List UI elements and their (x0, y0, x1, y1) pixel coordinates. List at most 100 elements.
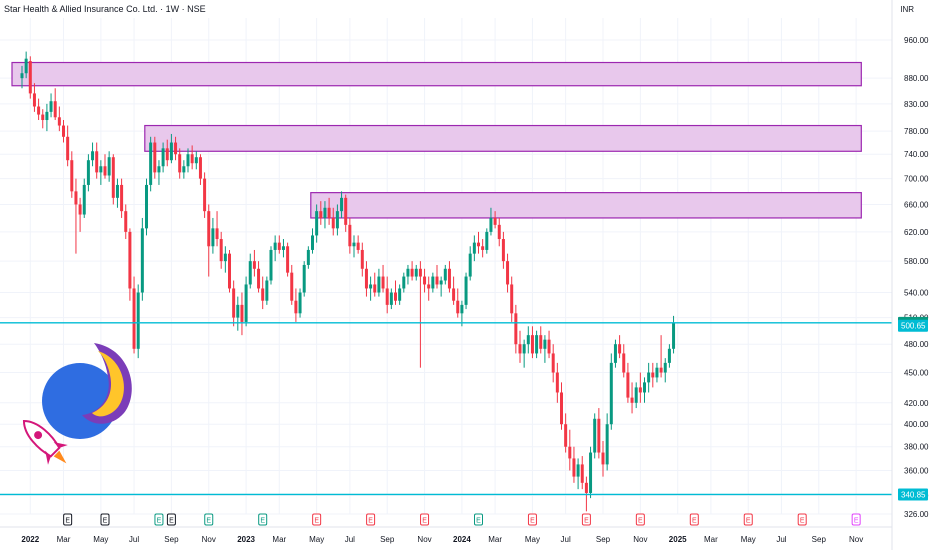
candle[interactable] (298, 292, 302, 314)
candle[interactable] (215, 228, 219, 240)
candle[interactable] (439, 280, 443, 285)
candle[interactable] (344, 197, 348, 225)
candle[interactable] (252, 261, 256, 269)
candle[interactable] (207, 211, 211, 247)
candle[interactable] (394, 292, 397, 301)
candle[interactable] (331, 217, 335, 229)
candle[interactable] (174, 142, 178, 155)
candle[interactable] (667, 348, 671, 363)
candle[interactable] (20, 73, 24, 79)
candle[interactable] (605, 424, 609, 465)
candle[interactable] (630, 397, 634, 403)
candle[interactable] (165, 148, 169, 161)
candle[interactable] (663, 362, 667, 373)
candle[interactable] (248, 261, 252, 285)
candle[interactable] (447, 268, 451, 289)
candle[interactable] (431, 276, 435, 289)
candle[interactable] (323, 207, 327, 218)
candle[interactable] (153, 142, 157, 173)
candle[interactable] (45, 111, 49, 121)
candle[interactable] (57, 117, 61, 126)
candle[interactable] (169, 142, 173, 161)
earnings-marker-icon[interactable] (258, 513, 268, 526)
earnings-marker-icon[interactable] (635, 513, 645, 526)
candle[interactable] (186, 154, 190, 167)
candle[interactable] (356, 242, 360, 250)
candle[interactable] (564, 424, 568, 447)
candle[interactable] (655, 367, 659, 378)
candle[interactable] (410, 268, 414, 277)
candle[interactable] (319, 211, 323, 218)
candle[interactable] (265, 280, 269, 301)
candle[interactable] (427, 284, 431, 289)
candle[interactable] (211, 228, 215, 247)
candle[interactable] (435, 276, 439, 285)
candle[interactable] (497, 224, 501, 240)
supply-zone[interactable] (11, 61, 862, 87)
supply-zone[interactable] (144, 124, 862, 152)
candle[interactable] (543, 339, 547, 349)
candle[interactable] (672, 322, 676, 349)
candle[interactable] (651, 372, 655, 378)
candle[interactable] (37, 106, 41, 115)
candle[interactable] (477, 242, 480, 247)
candle[interactable] (136, 292, 140, 349)
candle[interactable] (120, 184, 124, 212)
candle[interactable] (273, 242, 277, 250)
candle[interactable] (369, 284, 373, 289)
candle[interactable] (66, 136, 70, 161)
candle[interactable] (70, 160, 74, 192)
candle[interactable] (501, 239, 505, 262)
candle[interactable] (572, 458, 576, 477)
candle[interactable] (161, 148, 165, 167)
candle[interactable] (24, 58, 28, 74)
candle[interactable] (82, 184, 86, 215)
candle[interactable] (634, 387, 638, 403)
candle[interactable] (111, 157, 115, 198)
candle[interactable] (194, 157, 198, 164)
candle[interactable] (618, 344, 622, 354)
earnings-marker-icon[interactable] (166, 513, 176, 526)
candle[interactable] (140, 228, 144, 293)
candle[interactable] (124, 211, 128, 232)
earnings-marker-icon[interactable] (63, 513, 73, 526)
candle[interactable] (443, 268, 447, 281)
candle[interactable] (485, 231, 489, 250)
candle[interactable] (364, 268, 368, 289)
candle[interactable] (539, 335, 543, 349)
candle[interactable] (389, 292, 393, 305)
candle[interactable] (236, 304, 240, 318)
candle[interactable] (638, 387, 642, 393)
candle[interactable] (518, 344, 522, 354)
earnings-marker-icon[interactable] (474, 513, 483, 526)
candle[interactable] (659, 367, 663, 373)
candle[interactable] (232, 288, 236, 318)
candle[interactable] (360, 249, 364, 269)
candle[interactable] (219, 239, 223, 262)
candle[interactable] (74, 191, 78, 205)
earnings-marker-icon[interactable] (204, 513, 214, 526)
candle[interactable] (91, 151, 95, 161)
earnings-marker-icon[interactable] (581, 513, 591, 526)
candle[interactable] (28, 61, 32, 94)
candle[interactable] (327, 207, 331, 218)
candle[interactable] (423, 276, 427, 285)
candle[interactable] (107, 157, 111, 176)
candle[interactable] (335, 211, 339, 229)
candle[interactable] (597, 418, 601, 453)
candle[interactable] (261, 288, 265, 301)
candle[interactable] (522, 344, 526, 354)
candle[interactable] (281, 246, 285, 250)
candle[interactable] (62, 125, 65, 137)
candle[interactable] (568, 446, 572, 459)
candle[interactable] (626, 372, 630, 398)
candle[interactable] (99, 166, 103, 173)
supply-zone[interactable] (310, 192, 862, 219)
candle[interactable] (406, 268, 410, 277)
candle[interactable] (385, 288, 389, 305)
candle[interactable] (78, 204, 82, 215)
candle[interactable] (493, 217, 497, 225)
candle[interactable] (315, 211, 319, 236)
candle[interactable] (555, 372, 559, 393)
earnings-marker-icon[interactable] (366, 513, 376, 526)
